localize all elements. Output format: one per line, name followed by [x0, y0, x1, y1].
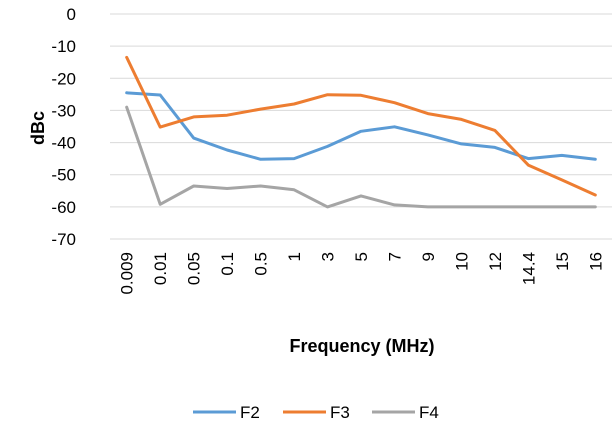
series-line-f2: [125, 91, 597, 161]
y-tick-label: -60: [51, 198, 76, 217]
y-tick-label: -50: [51, 166, 76, 185]
legend: F2 F3 F4: [193, 403, 439, 422]
gridlines: [110, 13, 612, 240]
x-tick-label: 5: [352, 252, 371, 261]
y-axis-title: dBc: [28, 111, 48, 145]
x-axis-title: Frequency (MHz): [289, 336, 434, 356]
x-tick-label: 16: [586, 252, 605, 271]
y-tick-label: -40: [51, 134, 76, 153]
x-tick-label: 15: [553, 252, 572, 271]
x-tick-label: 9: [419, 252, 438, 261]
x-tick-label: 0.1: [218, 252, 237, 276]
x-tick-label: 14.4: [519, 252, 538, 285]
y-tick-label: -10: [51, 37, 76, 56]
legend-label: F4: [419, 403, 439, 422]
legend-label: F3: [330, 403, 350, 422]
x-tick-label: 0.009: [118, 252, 137, 295]
x-tick-label: 1: [285, 252, 304, 261]
x-tick-label: 3: [319, 252, 338, 261]
x-tick-label: 7: [385, 252, 404, 261]
x-tick-label: 10: [452, 252, 471, 271]
series-lines: [125, 55, 597, 209]
legend-label: F2: [240, 403, 260, 422]
y-tick-label: -20: [51, 69, 76, 88]
x-tick-label: 0.05: [185, 252, 204, 285]
x-axis-tick-labels: 0.009 0.01 0.05 0.1 0.5 1 3 5 7 9 10 12 14.4 15 16: [118, 252, 606, 295]
series-line-f3: [125, 55, 597, 197]
y-tick-label: 0: [67, 5, 76, 24]
y-tick-label: -30: [51, 101, 76, 120]
y-axis-tick-labels: 0 -10 -20 -30 -40 -50 -60 -70: [51, 5, 76, 249]
x-tick-label: 12: [486, 252, 505, 271]
y-tick-label: -70: [51, 230, 76, 249]
series-line-f4: [125, 105, 597, 209]
x-tick-label: 0.01: [151, 252, 170, 285]
x-tick-label: 0.5: [252, 252, 271, 276]
